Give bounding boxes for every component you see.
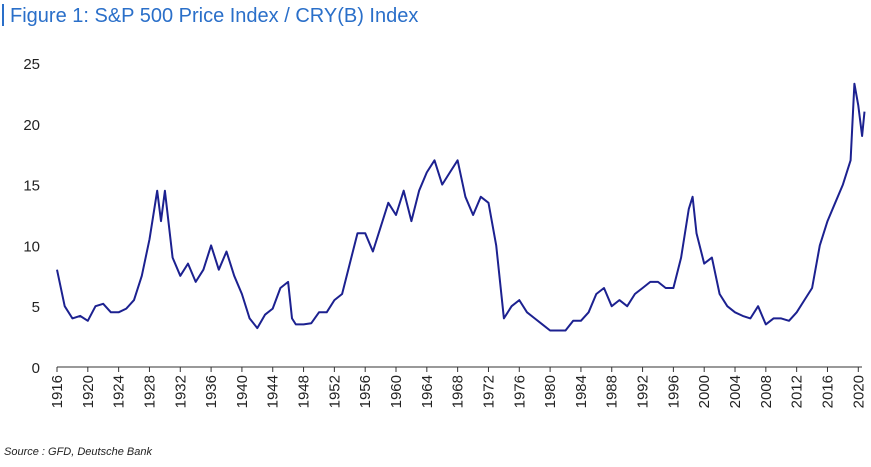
x-tick-label: 1960 [388, 375, 405, 408]
x-tick-label: 1976 [511, 375, 528, 408]
y-tick-label: 10 [23, 238, 40, 255]
y-tick-label: 25 [23, 56, 40, 73]
x-tick-label: 1948 [296, 375, 313, 408]
x-tick-label: 1968 [450, 375, 467, 408]
y-tick-label: 5 [32, 299, 40, 316]
y-tick-label: 20 [23, 117, 40, 134]
x-tick-label: 1980 [542, 375, 559, 408]
x-tick-label: 1932 [172, 375, 189, 408]
x-tick-label: 1972 [480, 375, 497, 408]
x-tick-label: 2012 [789, 375, 806, 408]
x-tick-label: 1984 [573, 375, 590, 408]
x-tick-label: 2004 [727, 375, 744, 408]
x-tick-label: 1956 [357, 375, 374, 408]
x-tick-label: 1964 [419, 375, 436, 408]
x-tick-label: 1952 [326, 375, 343, 408]
x-tick-label: 1944 [265, 375, 282, 408]
x-tick-label: 1996 [665, 375, 682, 408]
title-bar [2, 4, 4, 26]
x-tick-label: 1916 [49, 375, 66, 408]
x-tick-label: 1936 [203, 375, 220, 408]
x-tick-label: 2016 [819, 375, 836, 408]
x-tick-label: 1920 [80, 375, 97, 408]
y-tick-label: 0 [32, 360, 40, 377]
chart-title: Figure 1: S&P 500 Price Index / CRY(B) I… [10, 5, 418, 27]
x-tick-label: 1988 [604, 375, 621, 408]
x-tick-label: 1928 [141, 375, 158, 408]
line-series [56, 82, 866, 332]
x-tick-label: 1992 [635, 375, 652, 408]
source-note: Source : GFD, Deutsche Bank [4, 446, 152, 458]
y-tick-label: 15 [23, 178, 40, 195]
x-tick-label: 2000 [696, 375, 713, 408]
x-tick-label: 2008 [758, 375, 775, 408]
x-tick-label: 1924 [111, 375, 128, 408]
x-tick-label: 2020 [850, 375, 867, 408]
x-tick-label: 1940 [234, 375, 251, 408]
